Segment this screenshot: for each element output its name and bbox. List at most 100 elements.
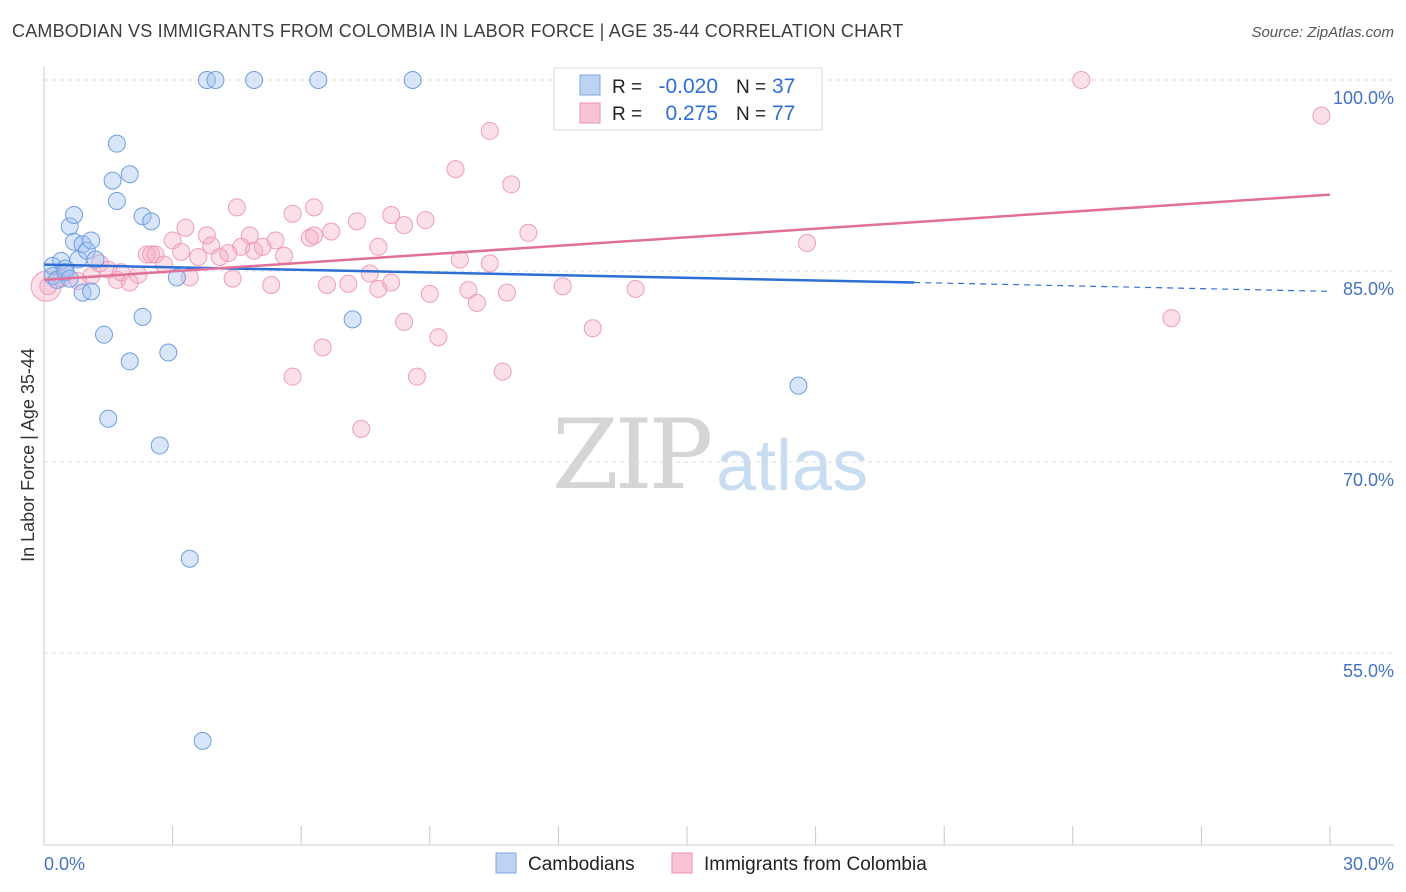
legend-swatch-cambodians	[579, 74, 601, 96]
point-colombia	[360, 264, 379, 283]
grid-lines	[44, 79, 1394, 654]
point-colombia	[305, 198, 324, 217]
point-cambodians	[107, 134, 126, 153]
point-colombia	[266, 231, 285, 250]
point-colombia	[283, 367, 302, 386]
point-colombia	[553, 277, 572, 296]
trend-line-colombia	[43, 193, 1331, 282]
bottom-legend-label-cambodians: Cambodians	[528, 854, 635, 875]
point-cambodians	[86, 250, 105, 269]
point-colombia	[176, 218, 195, 237]
point-colombia	[493, 362, 512, 381]
point-colombia	[497, 283, 516, 302]
point-colombia	[322, 222, 341, 241]
point-cambodians	[95, 325, 114, 344]
point-cambodians	[245, 71, 264, 89]
point-cambodians	[133, 307, 152, 326]
point-cambodians	[120, 352, 139, 371]
bottom-legend-label-colombia: Immigrants from Colombia	[704, 854, 927, 875]
point-colombia	[223, 269, 242, 288]
point-colombia	[283, 204, 302, 223]
watermark-atlas: atlas	[716, 426, 868, 506]
point-colombia	[1162, 309, 1181, 328]
point-colombia	[446, 160, 465, 179]
point-cambodians	[309, 71, 328, 89]
y-axis-tick-labels: 100.0% 85.0% 70.0% 55.0%	[1333, 88, 1394, 681]
point-cambodians	[82, 231, 101, 250]
point-colombia	[339, 274, 358, 293]
point-cambodians	[789, 376, 808, 395]
point-colombia	[420, 284, 439, 303]
chart-title: CAMBODIAN VS IMMIGRANTS FROM COLOMBIA IN…	[12, 21, 904, 41]
point-colombia	[245, 241, 264, 260]
correlation-legend: R = -0.020 N = 37 R = 0.275 N = 77	[553, 67, 823, 131]
x-tick-label-min: 0.0%	[44, 854, 85, 874]
point-cambodians	[142, 212, 161, 231]
point-cambodians	[403, 71, 422, 89]
point-colombia	[189, 247, 208, 266]
x-tick-label-max: 30.0%	[1343, 854, 1394, 874]
y-tick-label: 100.0%	[1333, 88, 1394, 108]
point-colombia	[502, 175, 521, 194]
point-colombia	[369, 237, 388, 256]
source-note: Source: ZipAtlas.com	[1251, 24, 1394, 41]
legend-n-value-colombia: 77	[772, 102, 795, 125]
point-colombia	[142, 245, 161, 264]
point-colombia	[626, 279, 645, 298]
point-cambodians	[133, 207, 152, 226]
point-cambodians	[103, 171, 122, 190]
point-colombia	[305, 226, 324, 245]
legend-r-value-colombia: 0.275	[665, 102, 718, 125]
point-cambodians	[206, 71, 225, 89]
point-cambodians	[150, 436, 169, 455]
point-cambodians	[107, 191, 126, 210]
legend-n-label-cambodians: N =	[736, 77, 766, 98]
point-colombia	[480, 121, 499, 140]
point-colombia	[227, 198, 246, 217]
point-cambodians	[159, 343, 178, 362]
point-cambodians	[65, 205, 84, 224]
bottom-legend-swatch-cambodians	[495, 852, 517, 874]
point-colombia	[519, 223, 538, 242]
point-colombia	[480, 254, 499, 273]
point-colombia	[262, 276, 281, 295]
x-axis-ticks	[172, 826, 1331, 845]
point-colombia	[313, 338, 332, 357]
point-cambodians	[167, 268, 186, 287]
bottom-legend: Cambodians Immigrants from Colombia	[495, 852, 927, 875]
point-colombia	[210, 247, 229, 266]
point-colombia	[317, 276, 336, 295]
bottom-legend-swatch-colombia	[671, 852, 693, 874]
point-colombia	[395, 312, 414, 331]
y-tick-label: 70.0%	[1343, 470, 1394, 490]
point-colombia	[382, 205, 401, 224]
y-tick-label: 55.0%	[1343, 661, 1394, 681]
point-colombia	[197, 226, 216, 245]
point-colombia	[407, 367, 426, 386]
point-cambodians	[82, 282, 101, 301]
point-colombia	[429, 328, 448, 347]
point-cambodians	[99, 409, 118, 428]
legend-r-label-cambodians: R =	[612, 77, 642, 98]
point-colombia	[1312, 106, 1331, 125]
point-cambodians	[120, 165, 139, 184]
legend-n-value-cambodians: 37	[772, 75, 795, 98]
point-cambodians	[193, 731, 212, 750]
point-colombia	[583, 319, 602, 338]
point-colombia	[1072, 71, 1091, 89]
point-colombia	[798, 233, 817, 252]
legend-r-value-cambodians: -0.020	[658, 75, 718, 98]
trend-line-cambodians	[43, 263, 915, 284]
point-colombia	[467, 293, 486, 312]
point-colombia	[352, 419, 371, 438]
series-cambodians-points	[43, 71, 808, 750]
legend-swatch-colombia	[579, 102, 601, 124]
watermark-zip: ZIP	[552, 399, 711, 511]
legend-r-label-colombia: R =	[612, 104, 642, 125]
point-cambodians	[180, 549, 199, 568]
point-colombia	[395, 216, 414, 235]
point-colombia	[347, 212, 366, 231]
point-colombia	[172, 242, 191, 261]
point-colombia	[459, 281, 478, 300]
point-cambodians	[343, 310, 362, 329]
